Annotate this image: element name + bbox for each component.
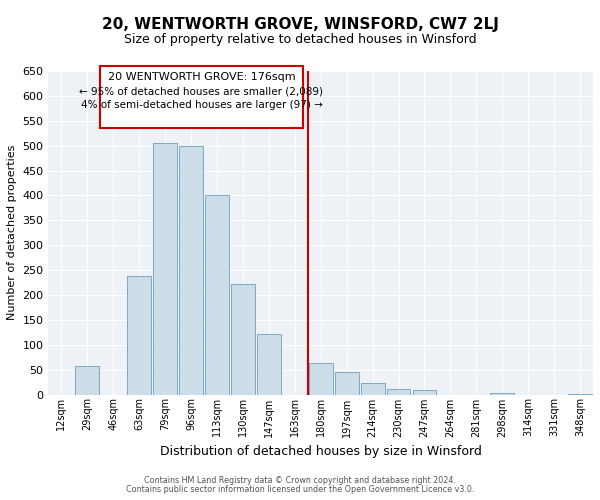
Bar: [76, 366, 100, 394]
Bar: [386, 388, 410, 394]
Bar: [127, 276, 151, 394]
Text: Contains public sector information licensed under the Open Government Licence v3: Contains public sector information licen…: [126, 485, 474, 494]
Bar: [361, 383, 385, 394]
X-axis label: Distribution of detached houses by size in Winsford: Distribution of detached houses by size …: [160, 445, 482, 458]
Bar: [490, 393, 514, 394]
Bar: [231, 284, 255, 395]
Y-axis label: Number of detached properties: Number of detached properties: [7, 145, 17, 320]
Text: 20 WENTWORTH GROVE: 176sqm: 20 WENTWORTH GROVE: 176sqm: [107, 72, 295, 82]
Text: ← 95% of detached houses are smaller (2,089): ← 95% of detached houses are smaller (2,…: [79, 87, 323, 97]
Bar: [309, 363, 332, 394]
Text: 4% of semi-detached houses are larger (97) →: 4% of semi-detached houses are larger (9…: [80, 100, 322, 110]
Text: Size of property relative to detached houses in Winsford: Size of property relative to detached ho…: [124, 32, 476, 46]
Text: Contains HM Land Registry data © Crown copyright and database right 2024.: Contains HM Land Registry data © Crown c…: [144, 476, 456, 485]
Bar: [179, 146, 203, 394]
Text: 20, WENTWORTH GROVE, WINSFORD, CW7 2LJ: 20, WENTWORTH GROVE, WINSFORD, CW7 2LJ: [101, 18, 499, 32]
Bar: [153, 143, 177, 395]
Bar: [413, 390, 436, 394]
Bar: [205, 196, 229, 394]
Bar: [335, 372, 359, 394]
Bar: [257, 334, 281, 394]
